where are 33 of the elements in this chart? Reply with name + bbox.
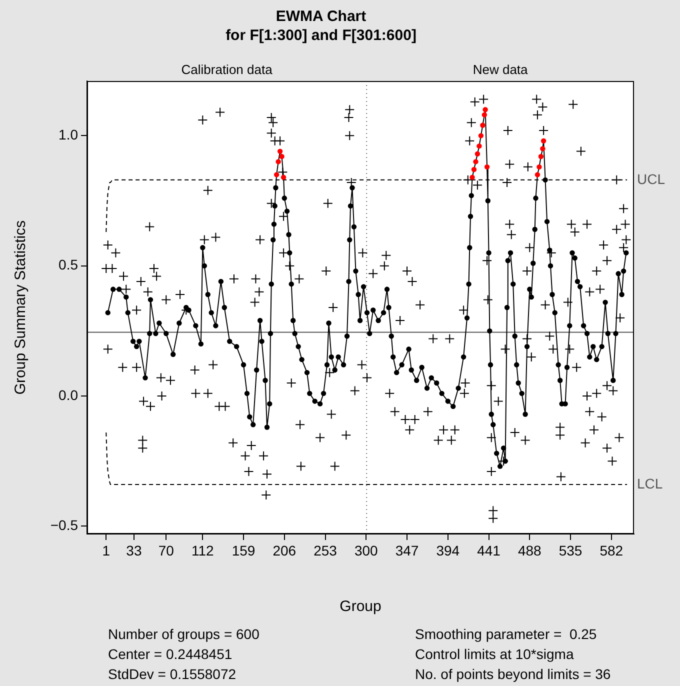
- series-label: UCL: [637, 170, 666, 187]
- x-tick-label: 535: [558, 542, 582, 558]
- series-label: LCL: [637, 475, 663, 492]
- x-tick-label: 33: [126, 542, 142, 558]
- line-series: [106, 432, 628, 486]
- chart-subtitle: for F[1:300] and F[301:600]: [226, 27, 416, 44]
- x-tick-label: 159: [232, 542, 256, 558]
- x-tick-label: 253: [314, 542, 338, 558]
- y-tick-label: −0.5: [50, 517, 78, 534]
- text: New data: [472, 62, 529, 78]
- y-axis-title: Group Summary Statistics: [12, 220, 30, 395]
- text: Control limits at 10*sigma: [415, 645, 575, 664]
- x-tick-label: 1: [102, 542, 110, 558]
- text: Center = 0.2448451: [108, 645, 234, 664]
- x-tick-label: 70: [158, 542, 174, 558]
- y-tick-label: 0.5: [58, 256, 78, 273]
- x-tick-label: 300: [354, 542, 378, 558]
- x-tick-label: 394: [436, 542, 460, 558]
- chart-title: EWMA Chart: [276, 8, 366, 26]
- text: Calibration data: [181, 62, 274, 78]
- text: No. of points beyond limits = 36: [415, 665, 611, 684]
- x-tick-label: 347: [395, 542, 419, 558]
- text: Number of groups = 600: [108, 625, 260, 644]
- x-tick-label: 441: [477, 542, 501, 558]
- x-tick-label: 112: [191, 542, 214, 558]
- x-axis-title: Group: [340, 598, 382, 616]
- text: Smoothing parameter = 0.25: [415, 625, 598, 644]
- y-tick-label: 0.0: [58, 386, 78, 403]
- x-tick-label: 206: [272, 542, 296, 558]
- y-tick-label: 1.0: [58, 126, 78, 143]
- x-tick-label: 488: [518, 542, 542, 558]
- text: StdDev = 0.1558072: [108, 665, 238, 684]
- x-tick-label: 582: [600, 542, 624, 558]
